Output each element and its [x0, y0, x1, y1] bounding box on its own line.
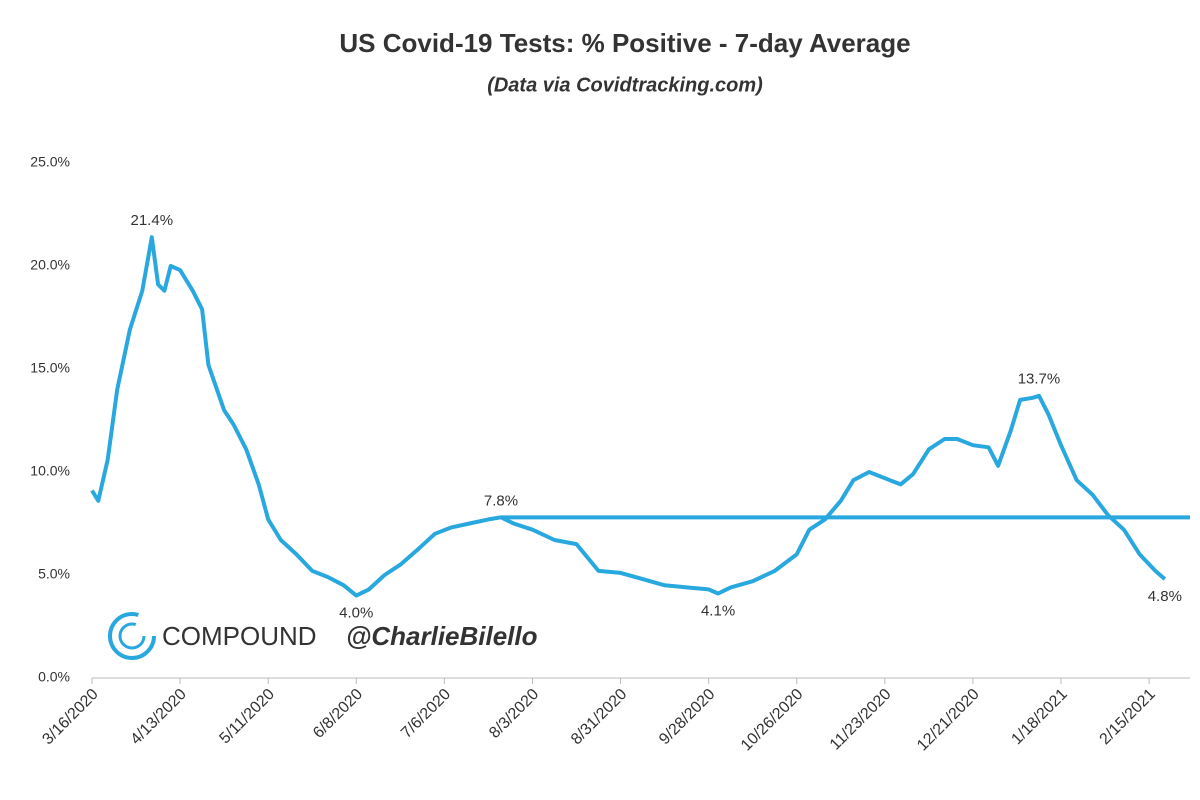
data-label: 21.4%	[131, 212, 174, 229]
x-tick-label: 4/13/2020	[128, 686, 190, 748]
x-tick-label: 7/6/2020	[398, 686, 454, 742]
logo-ring	[108, 612, 156, 660]
x-tick-label: 10/26/2020	[738, 686, 807, 755]
x-tick-label: 2/15/2021	[1097, 686, 1159, 748]
data-label: 13.7%	[1018, 371, 1061, 388]
watermark: COMPOUND	[162, 621, 317, 651]
y-tick-label: 20.0%	[30, 257, 70, 273]
logo-ring	[118, 622, 146, 650]
y-tick-label: 0.0%	[38, 669, 70, 685]
x-tick-label: 8/31/2020	[568, 686, 630, 748]
data-label: 4.1%	[701, 603, 735, 620]
x-tick-label: 9/28/2020	[656, 686, 718, 748]
data-label: 4.8%	[1148, 588, 1182, 605]
logo: COMPOUND @CharlieBilello	[108, 612, 538, 660]
data-label: 7.8%	[484, 492, 518, 509]
data-label: 4.0%	[339, 605, 373, 622]
x-tick-label: 5/11/2020	[216, 686, 278, 748]
x-tick-label: 8/3/2020	[486, 686, 542, 742]
data-line	[90, 235, 1167, 598]
chart-title: US Covid-19 Tests: % Positive - 7-day Av…	[339, 28, 910, 58]
watermark: @CharlieBilello	[346, 621, 538, 651]
y-tick-label: 10.0%	[30, 463, 70, 479]
x-tick-label: 1/18/2021	[1008, 686, 1070, 748]
x-tick-label: 11/23/2020	[827, 686, 895, 754]
x-tick-label: 6/8/2020	[310, 686, 366, 742]
chart-subtitle: (Data via Covidtracking.com)	[487, 74, 763, 96]
x-tick-label: 3/16/2020	[39, 686, 101, 748]
y-tick-label: 15.0%	[30, 360, 70, 376]
y-tick-label: 5.0%	[38, 566, 70, 582]
x-tick-label: 12/21/2020	[914, 686, 983, 755]
y-tick-label: 25.0%	[30, 154, 70, 170]
